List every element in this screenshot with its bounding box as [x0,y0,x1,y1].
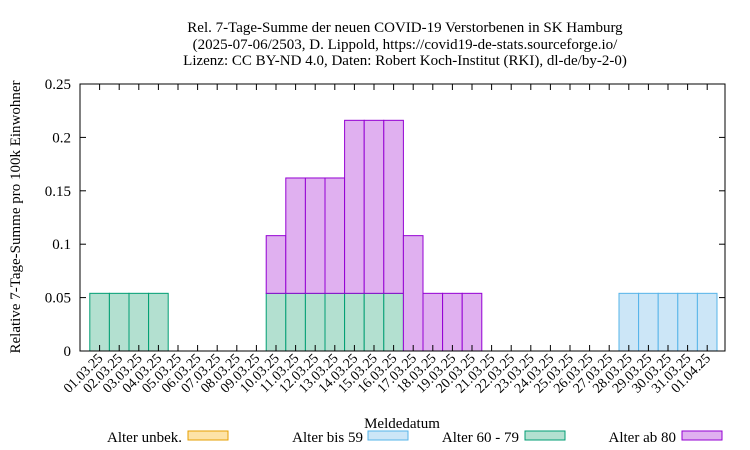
legend-swatch [367,430,409,441]
legend-label: Alter bis 59 [292,430,363,446]
bar-alter-ab-80-12.03.25 [304,177,326,294]
plot-frame [79,83,726,352]
x-axis-label: Meldedatum [364,416,440,432]
y-axis: 0 0.05 0.1 0.15 0.2 0.25 [45,77,725,360]
title-line-1: Rel. 7-Tage-Summe der neuen COVID-19 Ver… [187,20,623,36]
bar-alter-bis-59-01.04.25 [696,292,718,352]
legend: Alter unbek. Alter bis 59 Alter 60 - 79 Alt… [107,430,723,446]
legend-label: Alter 60 - 79 [442,430,519,446]
bar-alter-ab-80-19.03.25 [442,292,463,352]
bar-alter-60-79-16.03.25 [383,292,404,352]
legend-label: Alter unbek. [107,430,182,446]
bar-alter-bis-59-30.03.25 [657,292,679,352]
bar-alter-60-79-11.03.25 [285,292,306,352]
bar-alter-ab-80-17.03.25 [402,235,424,352]
bar-alter-ab-80-15.03.25 [363,119,385,294]
bar-alter-bis-59-29.03.25 [638,292,659,352]
bar-alter-ab-80-13.03.25 [324,177,346,294]
bar-alter-60-79-15.03.25 [363,292,385,352]
y-tick-label: 0.15 [45,184,71,200]
bars [89,119,718,352]
chart-title: Rel. 7-Tage-Summe der neuen COVID-19 Ver… [183,20,627,69]
bar-alter-60-79-10.03.25 [265,292,287,352]
bar-alter-60-79-13.03.25 [324,292,346,352]
y-axis-label: Relative 7-Tage-Summe pro 100k Einwohner [8,80,24,353]
bar-alter-60-79-01.03.25 [89,292,110,352]
y-tick-label: 0.2 [52,130,71,146]
bar-alter-bis-59-31.03.25 [677,292,698,352]
bar-alter-60-79-02.03.25 [108,292,130,352]
legend-swatch [187,430,229,441]
y-tick-label: 0.25 [45,77,71,93]
bar-alter-ab-80-14.03.25 [344,119,365,294]
legend-swatch [681,430,723,441]
y-tick-label: 0.05 [45,291,71,307]
y-tick-label: 0.1 [52,237,71,253]
legend-label: Alter ab 80 [609,430,676,446]
title-line-2: (2025-07-06/2503, D. Lippold, https://co… [193,37,618,53]
title-line-3: Lizenz: CC BY-ND 4.0, Daten: Robert Koch… [183,53,627,69]
legend-swatch [524,430,566,441]
bar-alter-ab-80-16.03.25 [383,119,404,294]
y-tick-label: 0 [64,344,72,360]
bar-alter-60-79-03.03.25 [128,292,150,352]
bar-alter-bis-59-28.03.25 [618,292,640,352]
bar-alter-ab-80-10.03.25 [265,235,287,294]
bar-alter-60-79-04.03.25 [148,292,169,352]
bar-alter-ab-80-20.03.25 [461,292,483,352]
bar-alter-60-79-14.03.25 [344,292,365,352]
bar-alter-ab-80-18.03.25 [422,292,444,352]
bar-alter-ab-80-11.03.25 [285,177,306,294]
bar-alter-60-79-12.03.25 [304,292,326,352]
